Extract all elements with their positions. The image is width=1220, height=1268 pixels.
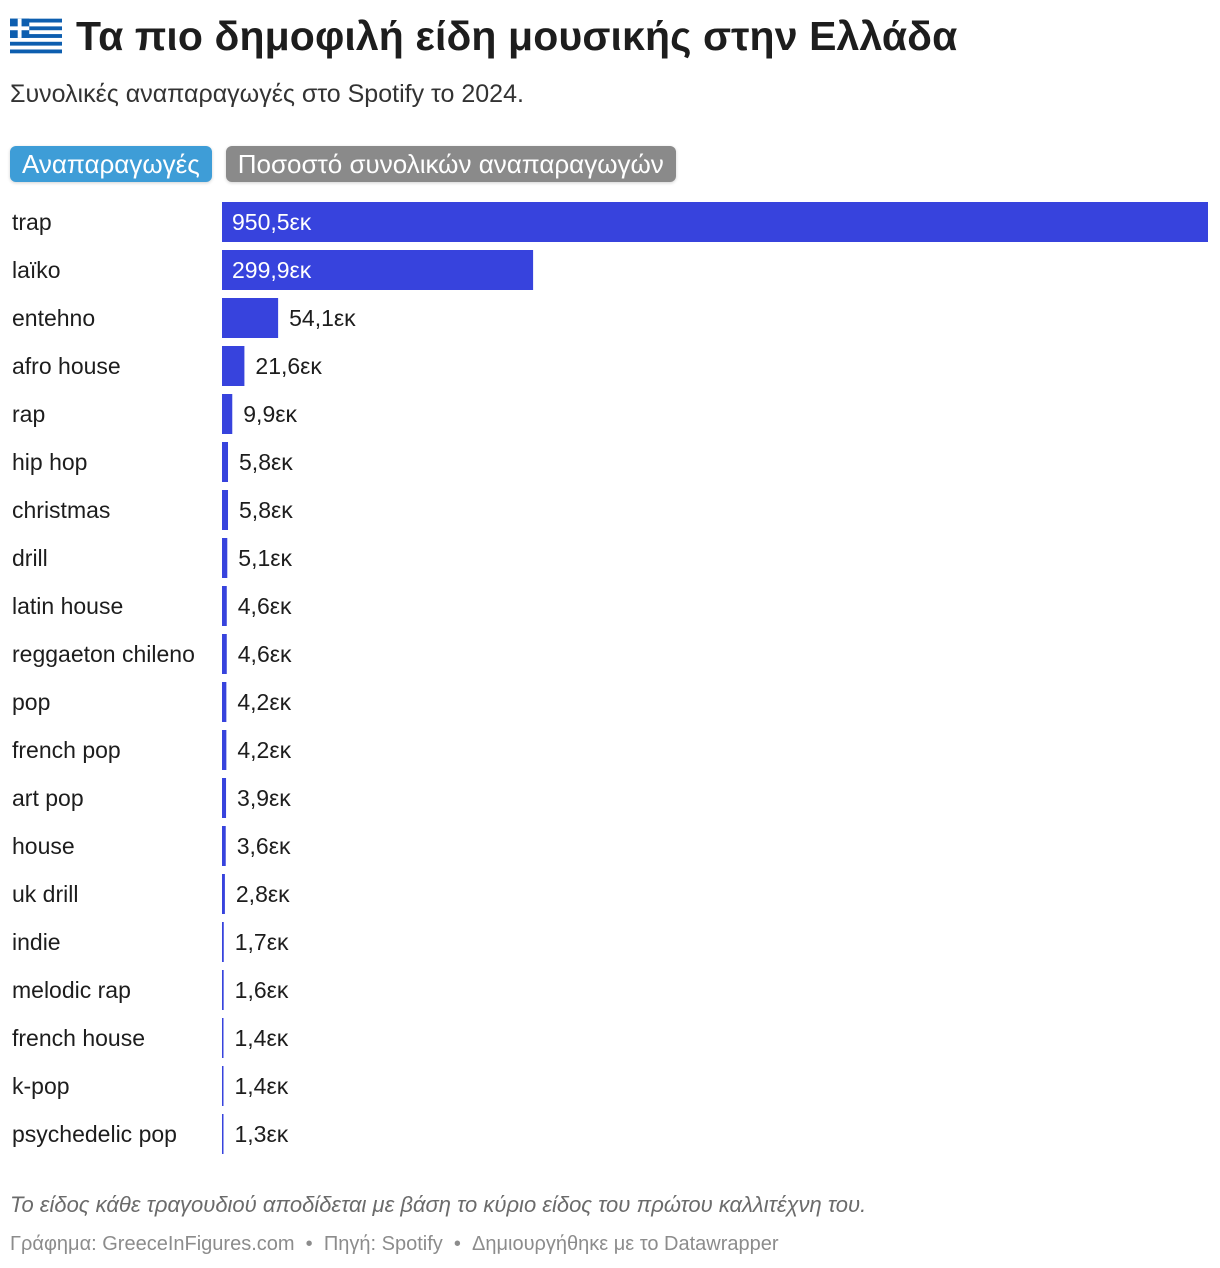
chart-footer: Γράφημα: GreeceInFigures.com • Πηγή: Spo… [10, 1233, 779, 1256]
bar [222, 490, 229, 530]
category-label: art pop [12, 785, 84, 811]
value-label: 3,9εκ [237, 785, 291, 811]
bar [222, 298, 279, 338]
value-label: 1,3εκ [235, 1121, 289, 1147]
bar [222, 682, 227, 722]
bar-chart: trap 950,5εκ laïko 299,9εκ entehno 54,1εκ afro… [12, 202, 1208, 1154]
bar [222, 586, 227, 626]
value-label: 299,9εκ [232, 257, 312, 283]
metric-tabs: Αναπαραγωγές Ποσοστό συνολικών αναπαραγω… [10, 146, 676, 182]
value-label: 5,8εκ [239, 497, 293, 523]
category-label: hip hop [12, 449, 87, 475]
bar [222, 202, 1208, 242]
value-label: 5,8εκ [239, 449, 293, 475]
bar [222, 1114, 224, 1154]
value-label: 21,6εκ [255, 353, 322, 379]
category-label: laïko [12, 257, 61, 283]
category-label: trap [12, 209, 52, 235]
bar [222, 1066, 224, 1106]
tab-plays[interactable]: Αναπαραγωγές [10, 146, 212, 182]
category-label: melodic rap [12, 977, 131, 1003]
value-label: 1,7εκ [235, 929, 289, 955]
footer-separator: • [305, 1233, 313, 1255]
category-label: french house [12, 1025, 145, 1051]
bar [222, 442, 229, 482]
value-label: 5,1εκ [238, 545, 292, 571]
category-label: pop [12, 689, 50, 715]
chart-title: Τα πιο δημοφιλή είδη μουσικής στην Ελλάδ… [76, 12, 958, 59]
bar [222, 538, 228, 578]
bar [222, 922, 224, 962]
value-label: 4,6εκ [238, 593, 292, 619]
value-label: 4,2εκ [237, 689, 291, 715]
bar [222, 778, 227, 818]
value-label: 54,1εκ [289, 305, 356, 331]
bar [222, 730, 227, 770]
category-label: k-pop [12, 1073, 70, 1099]
footer-source: Πηγή: Spotify [323, 1233, 443, 1255]
category-label: rap [12, 401, 45, 427]
tab-share-of-plays[interactable]: Ποσοστό συνολικών αναπαραγωγών [225, 146, 676, 182]
title-row: Τα πιο δημοφιλή είδη μουσικής στην Ελλάδ… [10, 8, 957, 64]
category-label: indie [12, 929, 61, 955]
value-label: 950,5εκ [232, 209, 312, 235]
category-label: french pop [12, 737, 121, 763]
category-label: christmas [12, 497, 110, 523]
category-label: house [12, 833, 75, 859]
value-label: 2,8εκ [236, 881, 290, 907]
footer-chart-by: Γράφημα: GreeceInFigures.com [10, 1233, 295, 1255]
category-label: psychedelic pop [12, 1121, 177, 1147]
category-label: entehno [12, 305, 95, 331]
value-label: 4,2εκ [237, 737, 291, 763]
value-label: 3,6εκ [237, 833, 291, 859]
bar [222, 634, 227, 674]
bar [222, 1018, 224, 1058]
bar [222, 874, 225, 914]
category-label: drill [12, 545, 48, 571]
greece-flag-icon [10, 18, 62, 54]
category-label: uk drill [12, 881, 78, 907]
bar [222, 250, 534, 290]
bar [222, 394, 233, 434]
bar [222, 346, 245, 386]
value-label: 1,4εκ [235, 1073, 289, 1099]
value-label: 4,6εκ [238, 641, 292, 667]
bar [222, 970, 224, 1010]
footer-separator: • [453, 1233, 461, 1255]
bar [222, 826, 226, 866]
value-label: 1,6εκ [235, 977, 289, 1003]
value-label: 9,9εκ [243, 401, 297, 427]
category-label: reggaeton chileno [12, 641, 195, 667]
chart-subtitle: Συνολικές αναπαραγωγές στο Spotify το 20… [10, 80, 524, 108]
category-label: afro house [12, 353, 121, 379]
chart-note: Το είδος κάθε τραγουδιού αποδίδεται με β… [10, 1192, 867, 1217]
footer-created-with: Δημιουργήθηκε με το Datawrapper [472, 1233, 779, 1255]
value-label: 1,4εκ [235, 1025, 289, 1051]
category-label: latin house [12, 593, 123, 619]
